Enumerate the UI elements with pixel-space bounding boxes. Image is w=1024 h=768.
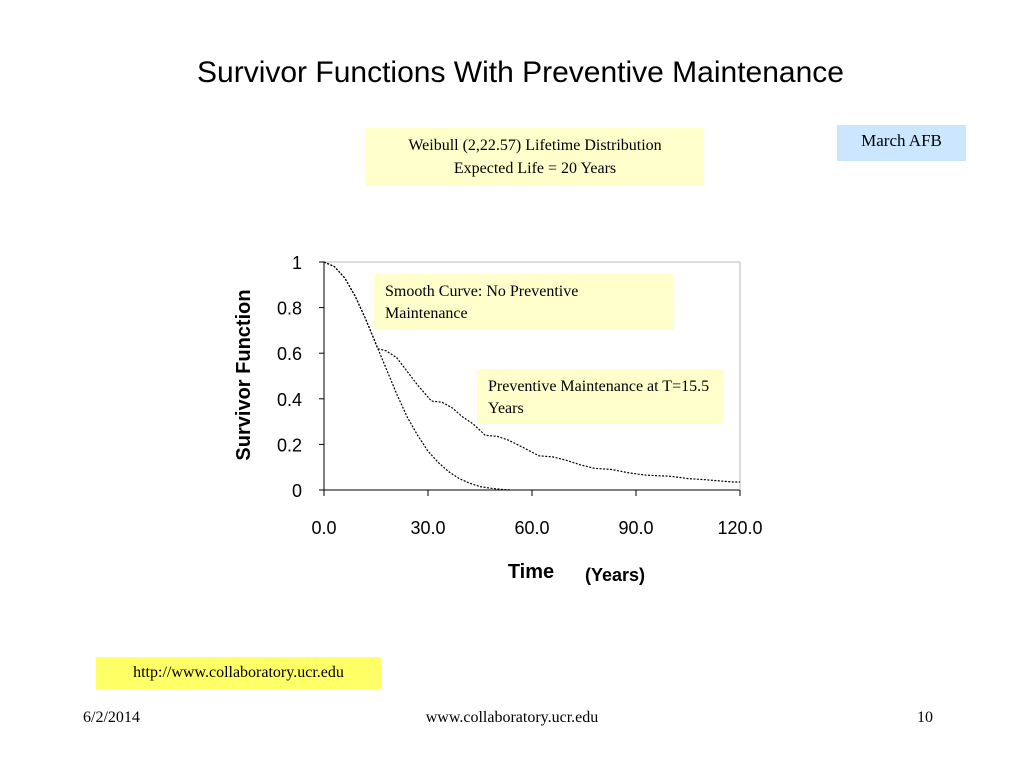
footer-date: 6/2/2014 [83, 709, 140, 726]
x-axis-unit: (Years) [585, 565, 645, 585]
footer-site: www.collaboratory.ucr.edu [425, 709, 599, 726]
annotation-preventive-maintenance: Preventive Maintenance at T=15.5 Years [477, 369, 724, 424]
y-tick-label: 0.8 [277, 299, 302, 319]
distribution-info-box: Weibull (2,22.57) Lifetime Distribution … [366, 128, 704, 186]
series-line-no-pm [323, 261, 512, 491]
series-line-pm [323, 261, 740, 483]
y-tick-label: 0.2 [277, 435, 302, 455]
series-layer [323, 261, 740, 491]
expected-life-line: Expected Life = 20 Years [453, 160, 617, 177]
y-tick-label: 0.6 [277, 344, 302, 364]
x-tick-label: 30.0 [410, 518, 445, 538]
annotation-smooth-curve: Smooth Curve: No Preventive Maintenance [374, 274, 674, 330]
x-tick-label: 120.0 [717, 518, 762, 538]
footer-page-number: 10 [917, 709, 933, 726]
site-label-box: March AFB [837, 125, 966, 161]
y-tick-label: 0.4 [277, 390, 302, 410]
x-tick-label: 0.0 [311, 518, 336, 538]
y-axis-title: Survivor Function [233, 289, 255, 460]
axis-ticks: 0 0.2 0.4 0.6 0.8 1 0.0 30.0 60.0 90.0 120.0 [277, 253, 763, 538]
distribution-line: Weibull (2,22.57) Lifetime Distribution [408, 137, 662, 154]
x-tick-label: 90.0 [618, 518, 653, 538]
y-tick-label: 0 [292, 481, 302, 501]
y-tick-label: 1 [292, 253, 302, 273]
x-axis-title: Time [508, 561, 554, 583]
slide-title: Survivor Functions With Preventive Maint… [197, 56, 844, 89]
url-box[interactable]: http://www.collaboratory.ucr.edu [96, 657, 381, 689]
x-tick-label: 60.0 [514, 518, 549, 538]
